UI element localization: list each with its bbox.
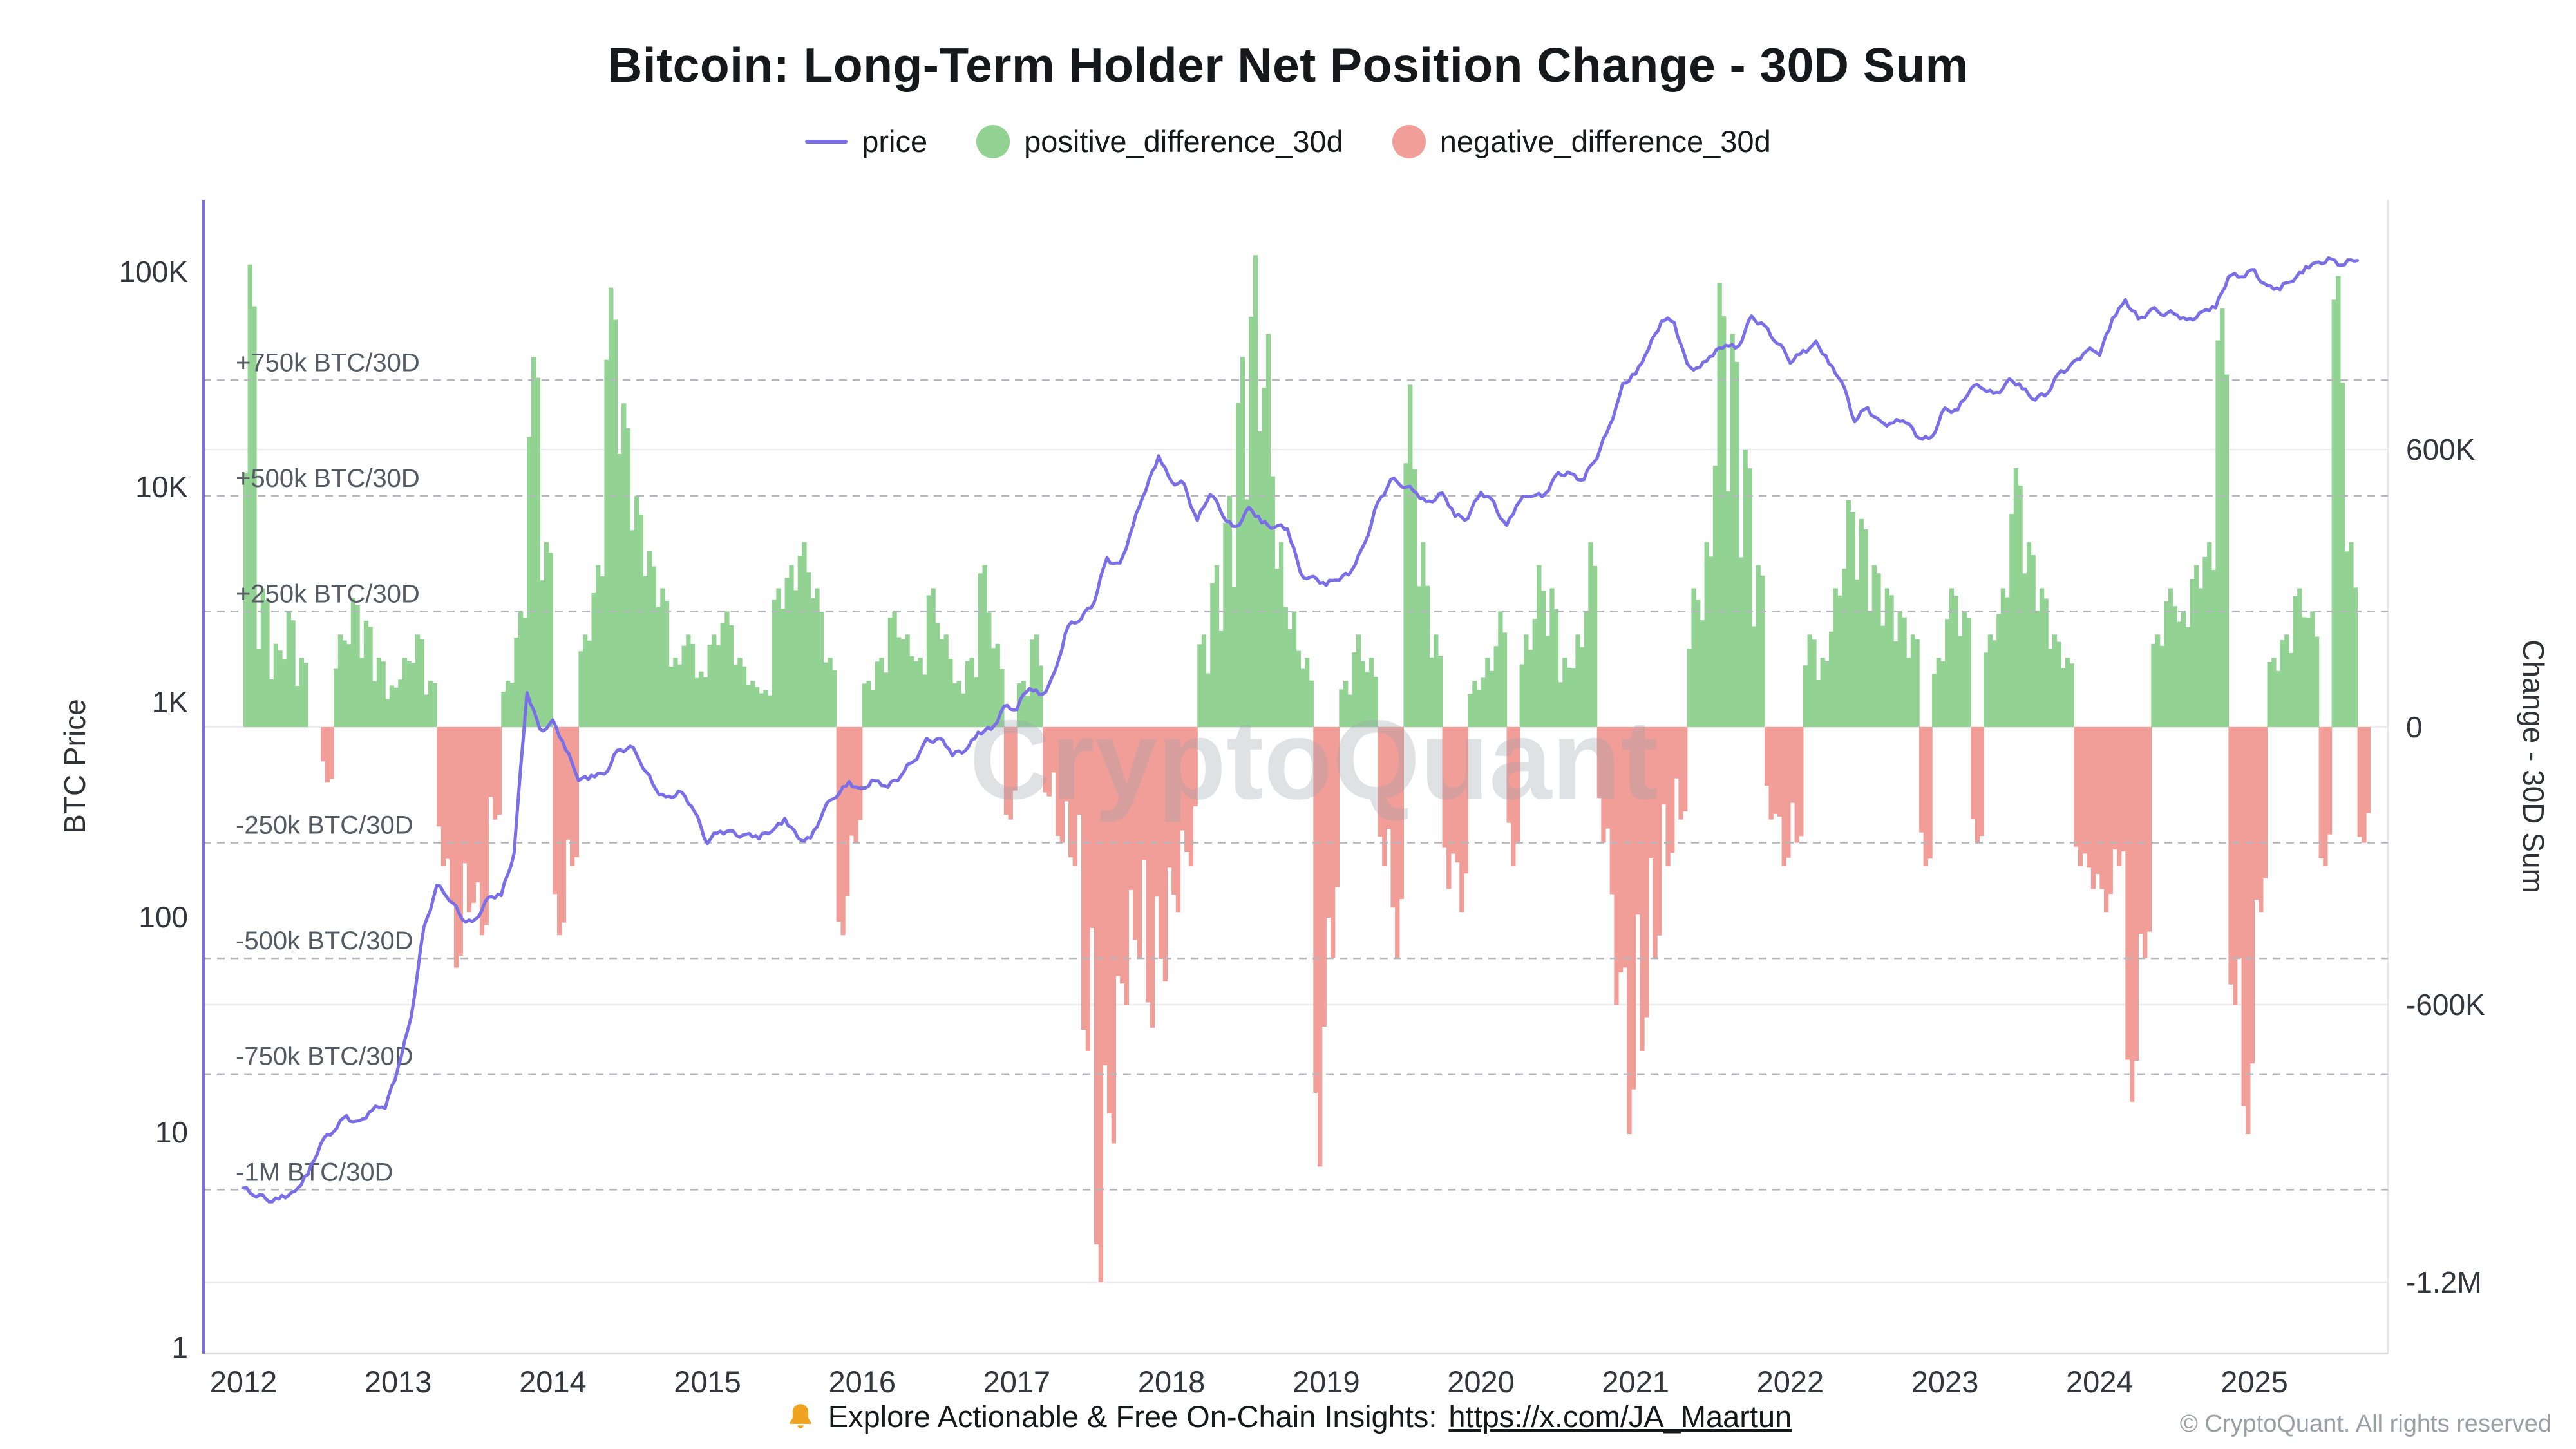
svg-text:100K: 100K	[119, 255, 189, 289]
svg-text:1: 1	[171, 1331, 188, 1364]
svg-text:2015: 2015	[674, 1365, 741, 1399]
copyright: © CryptoQuant. All rights reserved	[2179, 1410, 2552, 1437]
svg-text:2012: 2012	[210, 1365, 278, 1399]
footer-text: Explore Actionable & Free On-Chain Insig…	[828, 1399, 1437, 1434]
svg-text:2022: 2022	[1757, 1365, 1824, 1399]
svg-text:2024: 2024	[2066, 1365, 2134, 1399]
svg-text:2018: 2018	[1138, 1365, 1206, 1399]
legend-label-negative: negative_difference_30d	[1439, 124, 1771, 158]
legend-label-positive: positive_difference_30d	[1024, 124, 1343, 158]
svg-text:1K: 1K	[152, 685, 189, 719]
svg-text:-750k BTC/30D: -750k BTC/30D	[236, 1043, 413, 1071]
legend-item-negative-difference[interactable]: negative_difference_30d	[1392, 124, 1771, 159]
svg-text:-1.2M: -1.2M	[2406, 1265, 2482, 1299]
svg-text:100: 100	[138, 900, 188, 934]
svg-text:+250k BTC/30D: +250k BTC/30D	[236, 580, 420, 608]
svg-text:-500k BTC/30D: -500k BTC/30D	[236, 927, 413, 955]
svg-text:2013: 2013	[365, 1365, 432, 1399]
footer: Explore Actionable & Free On-Chain Insig…	[0, 1399, 2576, 1434]
net-position-bars	[243, 255, 2371, 1282]
price-line	[202, 200, 2360, 1354]
svg-text:+750k BTC/30D: +750k BTC/30D	[236, 348, 420, 377]
watermark-text: CryptoQuant	[969, 697, 1658, 823]
svg-text:2025: 2025	[2221, 1365, 2288, 1399]
svg-text:2016: 2016	[828, 1365, 896, 1399]
svg-text:2017: 2017	[983, 1365, 1051, 1399]
legend: price positive_difference_30d negative_d…	[0, 124, 2576, 159]
footer-link[interactable]: https://x.com/JA_Maartun	[1448, 1399, 1792, 1434]
legend-item-price[interactable]: price	[805, 124, 927, 159]
threshold-lines: +750k BTC/30D +500k BTC/30D +250k BTC/30D -…	[204, 348, 2388, 1191]
svg-text:-600K: -600K	[2406, 988, 2485, 1021]
svg-text:10: 10	[155, 1115, 188, 1149]
chart-title: Bitcoin: Long-Term Holder Net Position C…	[607, 38, 1969, 92]
svg-text:2020: 2020	[1447, 1365, 1515, 1399]
svg-text:2021: 2021	[1602, 1365, 1669, 1399]
svg-text:600K: 600K	[2406, 433, 2476, 466]
svg-text:2019: 2019	[1293, 1365, 1360, 1399]
svg-text:0: 0	[2406, 710, 2423, 744]
negative-dot-swatch	[1392, 124, 1426, 158]
svg-text:CryptoQuant: CryptoQuant	[969, 697, 1658, 823]
bell-icon	[784, 1401, 817, 1433]
legend-item-positive-difference[interactable]: positive_difference_30d	[976, 124, 1343, 159]
svg-text:-250k BTC/30D: -250k BTC/30D	[236, 811, 413, 840]
svg-text:10K: 10K	[135, 470, 188, 504]
svg-text:+500k BTC/30D: +500k BTC/30D	[236, 464, 420, 493]
positive-dot-swatch	[976, 124, 1010, 158]
svg-text:2023: 2023	[1911, 1365, 1979, 1399]
svg-text:2014: 2014	[519, 1365, 587, 1399]
axis-tick-labels: 100K 10K 1K 100 10 1 600K 0 -600K -1.2M 2012 2013 20…	[119, 255, 2486, 1399]
price-line-swatch	[805, 139, 848, 144]
legend-label-price: price	[862, 124, 928, 158]
